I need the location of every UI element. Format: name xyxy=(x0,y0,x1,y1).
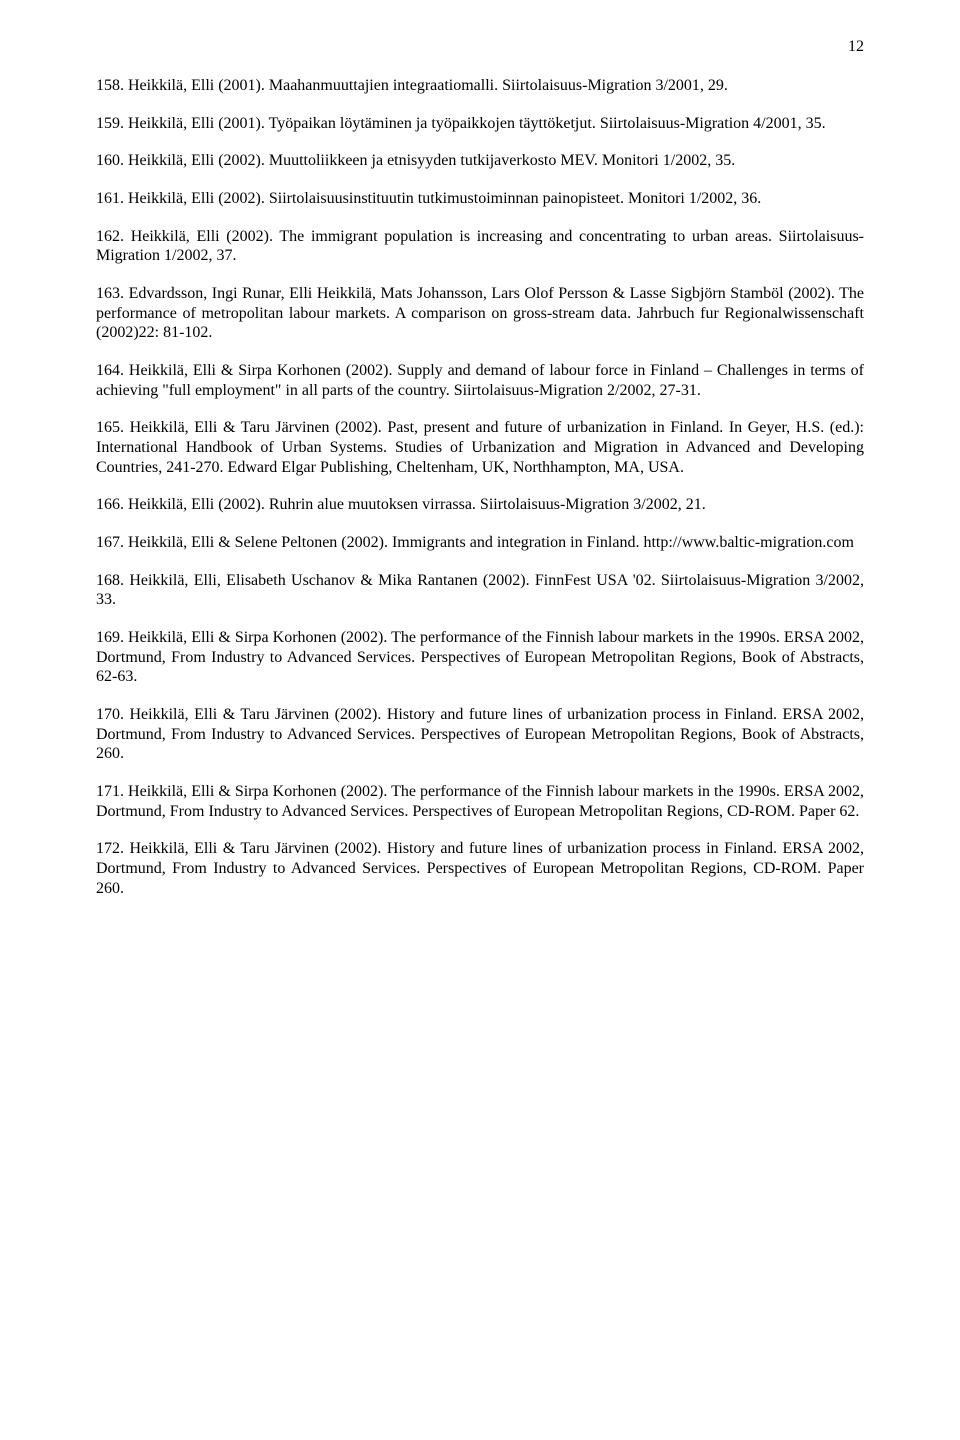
bibliography-entry: 165. Heikkilä, Elli & Taru Järvinen (200… xyxy=(96,418,864,477)
bibliography-entry: 161. Heikkilä, Elli (2002). Siirtolaisuu… xyxy=(96,189,864,209)
bibliography-entry: 168. Heikkilä, Elli, Elisabeth Uschanov … xyxy=(96,571,864,610)
bibliography-entry: 163. Edvardsson, Ingi Runar, Elli Heikki… xyxy=(96,284,864,343)
bibliography-entry: 160. Heikkilä, Elli (2002). Muuttoliikke… xyxy=(96,151,864,171)
bibliography-content: 158. Heikkilä, Elli (2001). Maahanmuutta… xyxy=(96,76,864,898)
bibliography-entry: 169. Heikkilä, Elli & Sirpa Korhonen (20… xyxy=(96,628,864,687)
bibliography-entry: 164. Heikkilä, Elli & Sirpa Korhonen (20… xyxy=(96,361,864,400)
bibliography-entry: 162. Heikkilä, Elli (2002). The immigran… xyxy=(96,227,864,266)
bibliography-entry: 167. Heikkilä, Elli & Selene Peltonen (2… xyxy=(96,533,864,553)
bibliography-entry: 170. Heikkilä, Elli & Taru Järvinen (200… xyxy=(96,705,864,764)
bibliography-entry: 159. Heikkilä, Elli (2001). Työpaikan lö… xyxy=(96,114,864,134)
bibliography-entry: 172. Heikkilä, Elli & Taru Järvinen (200… xyxy=(96,839,864,898)
bibliography-entry: 171. Heikkilä, Elli & Sirpa Korhonen (20… xyxy=(96,782,864,821)
bibliography-entry: 158. Heikkilä, Elli (2001). Maahanmuutta… xyxy=(96,76,864,96)
page-number: 12 xyxy=(848,38,864,56)
bibliography-entry: 166. Heikkilä, Elli (2002). Ruhrin alue … xyxy=(96,495,864,515)
